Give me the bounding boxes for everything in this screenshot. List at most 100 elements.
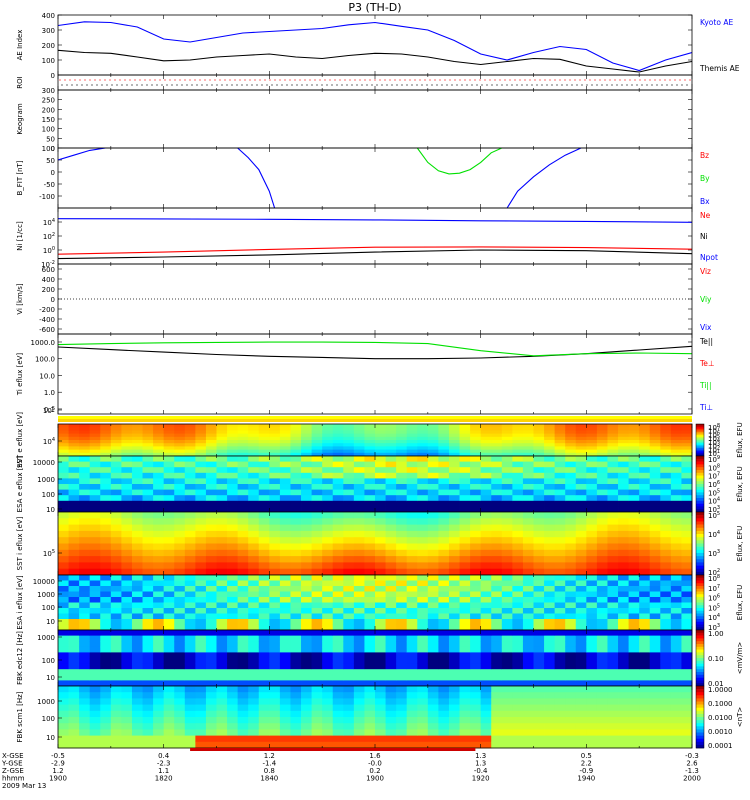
heatmap-cell bbox=[586, 449, 598, 454]
colorbar-step bbox=[696, 521, 704, 525]
heatmap-cell bbox=[195, 568, 207, 576]
heatmap-cell bbox=[385, 524, 397, 532]
heatmap-cell bbox=[279, 735, 291, 743]
heatmap-cell bbox=[554, 537, 566, 544]
heatmap-cell bbox=[470, 624, 482, 631]
heatmap-cell bbox=[153, 424, 165, 428]
heatmap-cell bbox=[448, 524, 460, 532]
heatmap-cell bbox=[343, 613, 355, 620]
heatmap-cell bbox=[353, 424, 365, 428]
heatmap-cell bbox=[628, 430, 640, 434]
roi-dot bbox=[641, 84, 643, 86]
heatmap-cell bbox=[237, 449, 249, 454]
heatmap-cell bbox=[470, 537, 482, 544]
y-tick-label: -400 bbox=[39, 316, 55, 324]
heatmap-cell bbox=[100, 663, 112, 670]
heatmap-cell bbox=[575, 586, 587, 592]
heatmap-cell bbox=[618, 433, 629, 438]
heatmap-cell bbox=[554, 680, 566, 687]
heatmap-cell bbox=[79, 602, 91, 609]
heatmap-cell bbox=[153, 506, 165, 513]
heatmap-cell bbox=[237, 741, 249, 749]
heatmap-cell bbox=[649, 692, 661, 699]
panel-bg bbox=[58, 334, 692, 414]
heatmap-cell bbox=[565, 436, 577, 441]
heatmap-cell bbox=[649, 440, 661, 444]
heatmap-cell bbox=[618, 543, 629, 551]
heatmap-cell bbox=[269, 641, 281, 648]
heatmap-cell bbox=[417, 424, 429, 428]
colorbar-step bbox=[696, 735, 704, 739]
heatmap-cell bbox=[438, 495, 450, 502]
heatmap-cell bbox=[290, 443, 302, 447]
heatmap-cell bbox=[110, 440, 122, 444]
heatmap-cell bbox=[195, 669, 207, 676]
heatmap-cell bbox=[237, 440, 249, 444]
x-axis-value: 0.4 bbox=[158, 752, 170, 760]
heatmap-cell bbox=[533, 680, 545, 687]
heatmap-cell bbox=[279, 495, 291, 502]
heatmap-cell bbox=[269, 484, 281, 490]
heatmap-cell bbox=[618, 698, 629, 705]
heatmap-cell bbox=[639, 591, 651, 598]
heatmap-cell bbox=[79, 506, 91, 513]
heatmap-cell bbox=[470, 430, 482, 434]
heatmap-cell bbox=[427, 698, 439, 705]
heatmap-cell bbox=[375, 549, 386, 557]
heatmap-cell bbox=[227, 518, 239, 525]
heatmap-cell bbox=[195, 646, 207, 653]
colorbar-step bbox=[696, 655, 704, 659]
heatmap-cell bbox=[649, 658, 661, 664]
heatmap-cell bbox=[353, 619, 365, 625]
y-tick-label: 10-2 bbox=[41, 260, 55, 269]
heatmap-cell bbox=[163, 635, 175, 642]
roi-dot bbox=[289, 79, 291, 81]
heatmap-cell bbox=[618, 704, 629, 712]
heatmap-cell bbox=[427, 680, 439, 687]
roi-dot bbox=[634, 79, 636, 81]
heatmap-cell bbox=[501, 710, 513, 718]
heatmap-cell bbox=[480, 568, 492, 576]
colorbar-step bbox=[696, 660, 704, 664]
heatmap-cell bbox=[237, 717, 249, 724]
colorbar-step bbox=[696, 726, 704, 730]
heatmap-cell bbox=[607, 692, 619, 699]
heatmap-cell bbox=[375, 556, 386, 563]
heatmap-cell bbox=[470, 518, 482, 525]
heatmap-cell bbox=[417, 461, 429, 468]
heatmap-cell bbox=[417, 556, 429, 563]
heatmap-cell bbox=[448, 562, 460, 570]
heatmap-cell bbox=[290, 556, 302, 563]
heatmap-cell bbox=[649, 436, 661, 441]
colorbar-step bbox=[696, 540, 704, 544]
heatmap-cell bbox=[142, 506, 154, 513]
panel-bg bbox=[58, 90, 692, 148]
heatmap-cell bbox=[174, 495, 186, 502]
heatmap-cell bbox=[512, 591, 524, 598]
heatmap-cell bbox=[522, 467, 534, 474]
heatmap-cell bbox=[121, 575, 133, 581]
heatmap-cell bbox=[607, 440, 619, 444]
heatmap-cell bbox=[163, 692, 175, 699]
heatmap-cell bbox=[427, 686, 439, 693]
heatmap-cell bbox=[89, 597, 101, 603]
heatmap-cell bbox=[554, 467, 566, 474]
heatmap-cell bbox=[184, 568, 196, 576]
heatmap-cell bbox=[110, 602, 122, 609]
heatmap-cell bbox=[68, 524, 80, 532]
roi-dot bbox=[419, 79, 421, 81]
heatmap-cell bbox=[279, 652, 291, 659]
heatmap-cell bbox=[533, 518, 545, 525]
roi-dot bbox=[544, 79, 546, 81]
heatmap-cell bbox=[68, 591, 80, 598]
heatmap-cell bbox=[544, 624, 556, 631]
heatmap-cell bbox=[153, 646, 165, 653]
heatmap-cell bbox=[163, 680, 175, 687]
roi-dot bbox=[361, 84, 363, 86]
heatmap-cell bbox=[607, 467, 619, 474]
heatmap-cell bbox=[470, 467, 482, 474]
heatmap-cell bbox=[448, 635, 460, 642]
heatmap-cell bbox=[142, 741, 154, 749]
heatmap-cell bbox=[618, 686, 629, 693]
